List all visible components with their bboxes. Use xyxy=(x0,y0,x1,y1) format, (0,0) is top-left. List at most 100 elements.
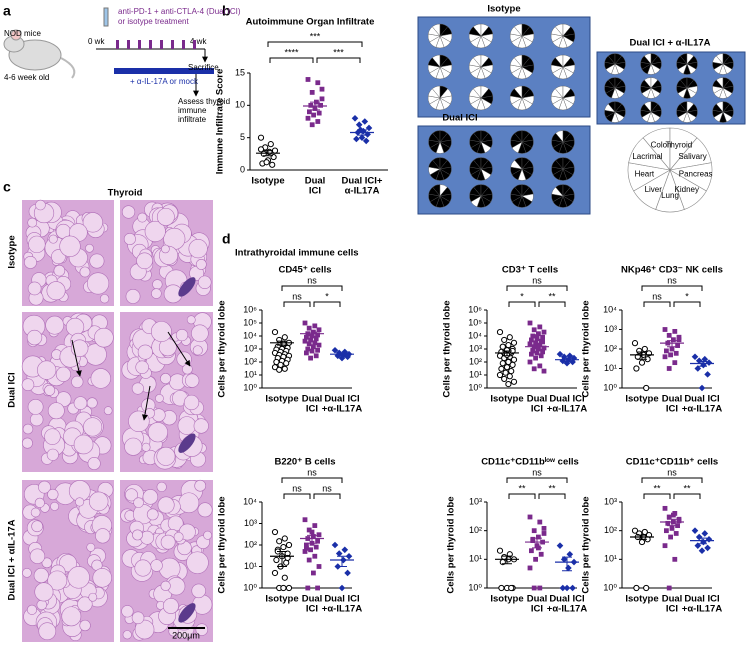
dose xyxy=(160,40,163,49)
data-point xyxy=(673,350,679,356)
data-point xyxy=(311,570,316,576)
x-tick-label: Dual xyxy=(662,594,683,605)
data-point xyxy=(537,585,543,591)
x-tick-label: ICI xyxy=(666,604,678,615)
tissue-texture xyxy=(21,312,114,471)
y-tick-label: 15 xyxy=(235,67,245,77)
data-point xyxy=(705,359,713,366)
follicle xyxy=(156,446,176,466)
data-point xyxy=(534,334,540,339)
data-point xyxy=(281,574,288,581)
pie-segment xyxy=(510,186,523,197)
data-point xyxy=(510,378,518,385)
age-label: 4-6 week old xyxy=(4,73,49,82)
error-bar xyxy=(562,357,572,362)
pie-segment xyxy=(509,26,523,37)
significance-label: ns xyxy=(307,467,317,477)
x-tick-label: ICI xyxy=(666,404,678,415)
follicle xyxy=(27,217,38,228)
data-point xyxy=(510,339,518,346)
follicle xyxy=(47,488,59,501)
arrow xyxy=(141,385,151,421)
mouse-ear xyxy=(10,29,22,41)
cotreatment-bar xyxy=(114,68,214,74)
data-point xyxy=(530,348,536,354)
pie-segment xyxy=(468,26,482,37)
data-point xyxy=(673,531,679,536)
data-point xyxy=(698,547,706,555)
assessment-label: infiltrate xyxy=(178,115,207,124)
dose xyxy=(193,40,196,49)
y-tick-label: 10² xyxy=(604,525,617,535)
follicle xyxy=(34,582,54,602)
data-point xyxy=(280,584,287,592)
data-point xyxy=(269,161,276,168)
legend-label: Colon xyxy=(651,141,672,150)
data-point xyxy=(319,96,325,102)
y-tick-label: 10 xyxy=(235,100,245,110)
data-point xyxy=(257,146,265,153)
follicle xyxy=(36,599,48,611)
follicle xyxy=(191,583,206,599)
significance-bracket xyxy=(508,301,536,307)
significance-label: * xyxy=(325,291,329,301)
follicle xyxy=(46,448,59,461)
data-point xyxy=(257,134,265,141)
data-point xyxy=(531,327,537,333)
error-bar xyxy=(532,537,542,549)
follicle xyxy=(156,481,167,493)
data-point xyxy=(537,363,543,369)
y-axis-label: Cells per thyroid lobe xyxy=(217,496,228,593)
data-point xyxy=(331,541,339,549)
tissue-texture xyxy=(23,199,110,306)
pie-segment xyxy=(428,159,441,170)
data-point xyxy=(641,345,648,353)
mouse-label: NOD mice xyxy=(4,29,41,38)
y-tick-label: 10⁰ xyxy=(243,382,257,392)
panel-label: b xyxy=(222,3,231,19)
data-point xyxy=(306,557,312,563)
data-point xyxy=(537,519,543,525)
error-bar xyxy=(502,555,512,565)
follicle xyxy=(46,281,66,301)
data-point xyxy=(305,585,311,591)
follicle xyxy=(141,442,151,452)
data-point xyxy=(695,357,703,365)
follicle xyxy=(157,496,175,514)
follicle xyxy=(22,568,32,578)
follicle xyxy=(38,480,51,494)
data-point xyxy=(704,544,711,552)
data-point xyxy=(503,364,511,371)
follicle xyxy=(73,434,94,455)
data-point xyxy=(273,556,280,564)
y-tick-label: 10³ xyxy=(604,496,617,506)
data-point xyxy=(361,118,369,125)
y-tick-label: 10³ xyxy=(244,343,257,353)
treatment-label: anti-PD-1 + anti-CTLA-4 (Dual ICI) xyxy=(118,7,241,16)
data-point xyxy=(315,80,321,86)
data-point xyxy=(691,353,699,361)
significance-bracket xyxy=(673,301,701,307)
follicle xyxy=(142,489,159,505)
data-point xyxy=(508,584,515,592)
data-point xyxy=(662,505,668,511)
significance-bracket xyxy=(538,493,566,499)
chart-title: CD3⁺ T cells xyxy=(502,265,558,276)
follicle xyxy=(65,317,85,337)
follicle xyxy=(82,212,103,233)
x-tick-label: Dual xyxy=(527,594,548,605)
data-point xyxy=(316,327,322,333)
chart-title: CD11c⁺CD11b⁺ cells xyxy=(626,457,718,468)
data-point xyxy=(316,532,322,538)
follicle xyxy=(146,508,159,521)
significance-label: ** xyxy=(548,483,556,493)
data-point xyxy=(672,556,678,562)
data-point xyxy=(675,343,680,348)
x-tick-label: Dual ICI xyxy=(684,394,719,405)
y-tick-label: 10⁵ xyxy=(243,317,257,327)
data-point xyxy=(636,347,643,354)
legend-label: Pancreas xyxy=(679,170,713,179)
data-point xyxy=(285,541,293,549)
data-point xyxy=(498,584,505,592)
follicle xyxy=(132,529,143,541)
